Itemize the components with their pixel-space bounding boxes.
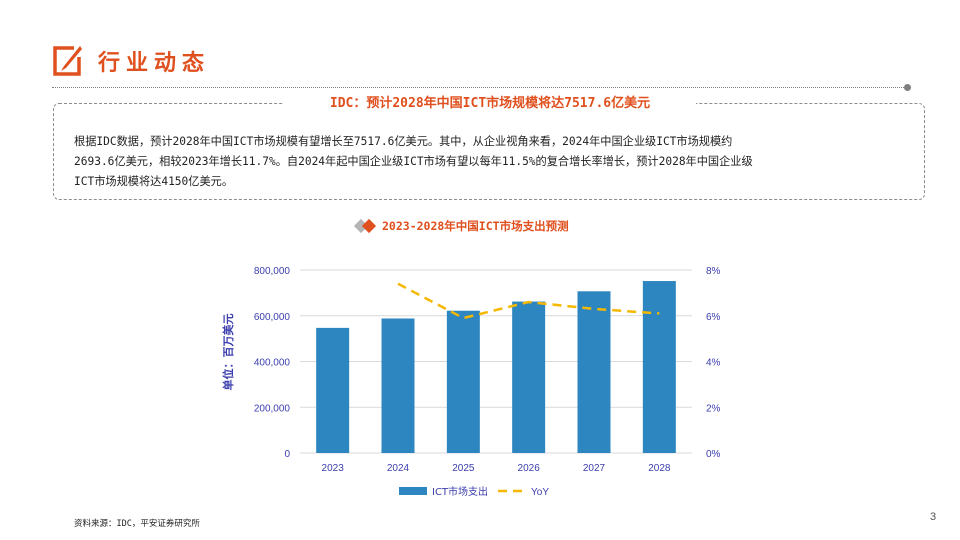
summary-box: IDC：预计2028年中国ICT市场规模将达7517.6亿美元 根据IDC数据，…	[53, 94, 925, 200]
bar	[577, 291, 611, 453]
y2-tick-label: 8%	[706, 266, 721, 277]
summary-body: 根据IDC数据，预计2028年中国ICT市场规模有望增长至7517.6亿美元。其…	[74, 132, 910, 192]
y2-tick-label: 0%	[706, 449, 721, 460]
bar	[316, 327, 350, 453]
edit-icon	[52, 45, 84, 77]
chart-heading: 2023-2028年中国ICT市场支出预测	[353, 216, 569, 236]
y-tick-label: 200,000	[254, 403, 291, 414]
page-number: 3	[930, 511, 937, 523]
bar	[381, 318, 415, 453]
summary-line: 根据IDC数据，预计2028年中国ICT市场规模有望增长至7517.6亿美元。其…	[74, 135, 733, 148]
x-tick-label: 2024	[387, 463, 410, 474]
y-tick-label: 800,000	[254, 266, 291, 277]
x-tick-label: 2023	[322, 463, 345, 474]
summary-line: 2693.6亿美元，相较2023年增长11.7%。自2024年起中国企业级ICT…	[74, 155, 753, 168]
y2-tick-label: 2%	[706, 403, 721, 414]
section-title: 行业动态	[98, 50, 211, 76]
summary-line: ICT市场规模将达4150亿美元。	[74, 175, 234, 188]
divider-dot	[904, 84, 911, 91]
y-tick-label: 400,000	[254, 358, 291, 369]
bar	[512, 301, 546, 453]
legend-swatch-bar	[399, 487, 427, 495]
y-tick-label: 0	[284, 449, 290, 460]
y-axis-label: 单位：百万美元	[221, 314, 235, 391]
source-note: 资料来源：IDC，平安证券研究所	[74, 519, 200, 529]
x-tick-label: 2028	[648, 463, 671, 474]
legend-label: YoY	[531, 487, 549, 498]
legend-label: ICT市场支出	[432, 485, 488, 498]
divider	[52, 87, 908, 88]
x-tick-label: 2027	[583, 463, 606, 474]
x-tick-label: 2025	[452, 463, 475, 474]
summary-title: IDC：预计2028年中国ICT市场规模将达7517.6亿美元	[284, 94, 696, 114]
bar	[642, 281, 676, 453]
y2-tick-label: 6%	[706, 312, 721, 323]
x-tick-label: 2026	[518, 463, 541, 474]
y-tick-label: 600,000	[254, 312, 291, 323]
chart-title: 2023-2028年中国ICT市场支出预测	[382, 219, 569, 233]
section-header: 行业动态	[52, 44, 210, 78]
bar	[446, 310, 480, 453]
y2-tick-label: 4%	[706, 358, 721, 369]
